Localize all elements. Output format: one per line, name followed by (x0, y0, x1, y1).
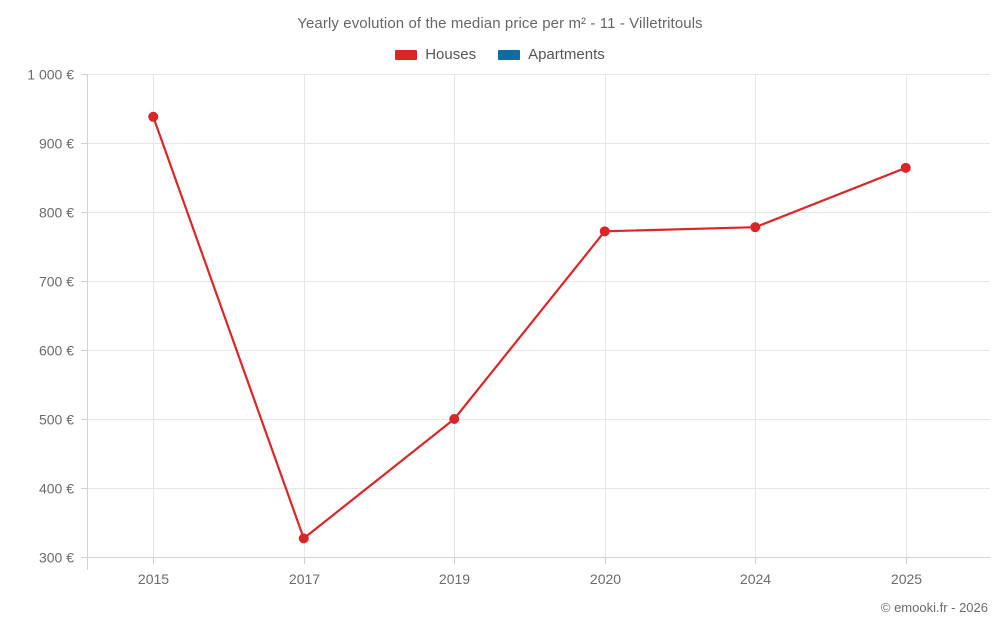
x-tick-label: 2024 (740, 571, 771, 587)
y-tick-label: 300 € (39, 550, 74, 566)
series-line-houses (152, 115, 907, 540)
data-point-houses[interactable] (449, 414, 460, 424)
data-point-houses[interactable] (298, 533, 309, 544)
x-tick-label: 2017 (289, 571, 320, 587)
y-tick-label: 400 € (39, 481, 74, 497)
x-tick-label: 2015 (138, 571, 169, 587)
data-series (148, 111, 911, 544)
x-axis-tick-labels: 2015 2017 2019 2020 2024 2025 (138, 571, 922, 587)
legend-swatch-icon (498, 49, 521, 60)
x-tick-label: 2025 (891, 571, 922, 587)
y-tick-label: 700 € (39, 274, 74, 290)
chart-title: Yearly evolution of the median price per… (297, 15, 703, 32)
axis-lines (81, 74, 990, 570)
y-tick-label: 600 € (39, 343, 74, 359)
legend-item-houses[interactable]: Houses (395, 46, 476, 63)
chart-legend: Houses Apartments (0, 46, 1000, 63)
y-tick-label: 500 € (39, 412, 74, 428)
legend-label-apartments: Apartments (528, 46, 605, 63)
data-point-houses[interactable] (750, 222, 761, 233)
legend-label-houses: Houses (425, 46, 477, 63)
copyright-footer: © emooki.fr - 2026 (880, 600, 988, 615)
data-point-houses[interactable] (900, 162, 911, 173)
data-point-houses[interactable] (599, 226, 610, 237)
x-tick-marks (153, 74, 907, 564)
y-tick-label: 1 000 € (27, 67, 74, 83)
y-tick-label: 900 € (39, 136, 74, 152)
data-point-houses[interactable] (148, 111, 159, 122)
x-tick-label: 2019 (439, 571, 470, 587)
y-tick-label: 800 € (39, 205, 74, 221)
legend-item-apartments[interactable]: Apartments (498, 46, 605, 63)
x-tick-label: 2020 (590, 571, 621, 587)
y-axis-tick-labels: 300 € 400 € 500 € 600 € 700 € 800 € 900 € 1 000… (27, 67, 74, 566)
legend-swatch-icon (395, 49, 418, 60)
